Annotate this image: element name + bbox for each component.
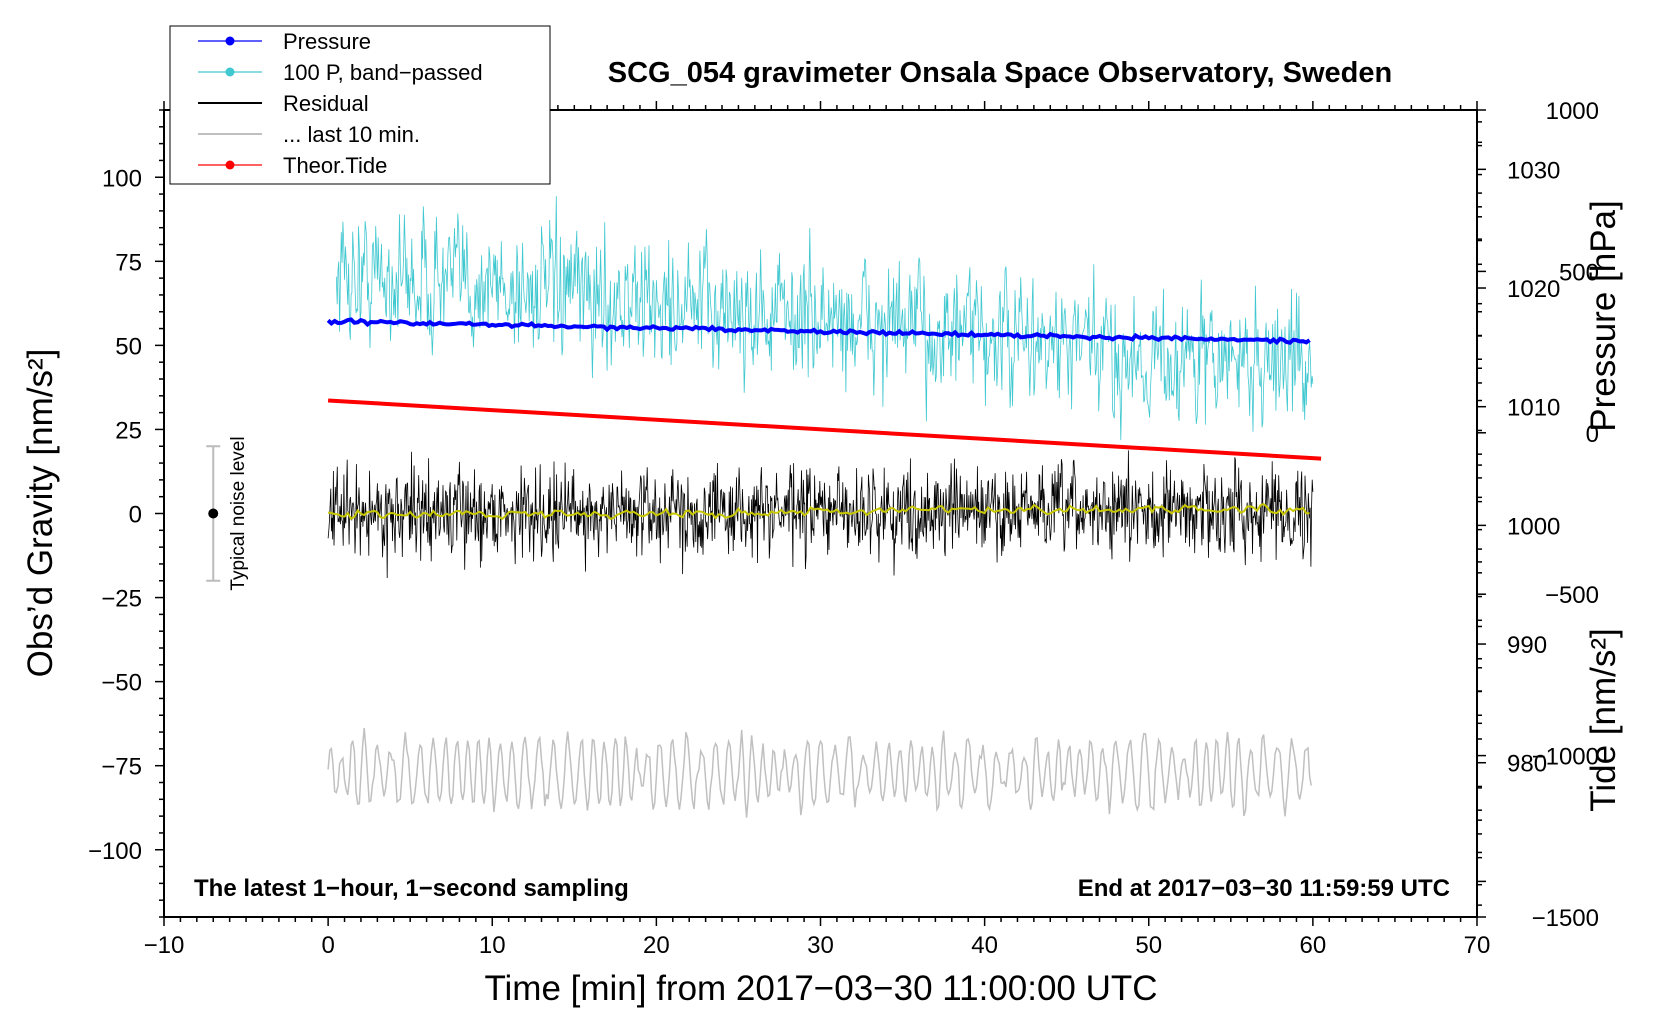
x-tick-label: 10: [479, 932, 506, 959]
y-axis-pressure: 1030 1020 1010 1000 990 980: [1477, 121, 1560, 906]
x-tick-label: 20: [643, 932, 670, 959]
noise-level-label: Typical noise level: [228, 436, 249, 590]
series-residual-smoothed: [328, 502, 1310, 521]
legend-label: 100 P, band−passed: [283, 60, 483, 85]
y-axis-tide: 1000 500 0 −500 −1000 −1500: [1477, 98, 1599, 932]
noise-level-marker: Typical noise level: [206, 436, 249, 591]
series-theoretical-tide: [327, 398, 1322, 461]
annotation-sampling: The latest 1−hour, 1−second sampling: [194, 875, 629, 902]
pressure-tick-label: 1030: [1507, 157, 1560, 184]
x-axis-label: Time [min] from 2017−03−30 11:00:00 UTC: [484, 969, 1157, 1008]
tide-tick-label: 1000: [1546, 98, 1599, 125]
x-tick-label: 40: [971, 932, 998, 959]
tide-tick-label: 0: [1586, 421, 1599, 448]
chart-title: SCG_054 gravimeter Onsala Space Observat…: [608, 57, 1392, 89]
y-tick-label: 75: [115, 249, 142, 276]
x-tick-label: 60: [1300, 932, 1327, 959]
legend-marker: [225, 36, 235, 46]
series-last-10-min: [327, 728, 1312, 818]
pressure-tick-label: 1000: [1507, 513, 1560, 540]
y-tick-label: −75: [101, 754, 142, 781]
legend: Pressure 100 P, band−passed Residual ... la…: [169, 25, 551, 185]
tide-tick-label: −500: [1545, 582, 1599, 609]
series-residual: [327, 450, 1314, 579]
x-tick-label: 0: [321, 932, 334, 959]
y-tick-label: 0: [129, 502, 142, 529]
legend-label: Residual: [283, 91, 369, 116]
legend-label: ... last 10 min.: [283, 122, 420, 147]
y-tick-label: 50: [115, 333, 142, 360]
series-layer: [326, 196, 1322, 818]
y-tick-label: −25: [101, 586, 142, 613]
legend-label: Theor.Tide: [283, 153, 387, 178]
legend-marker: [225, 160, 235, 170]
y-axis-label-pressure: Pressure [hPa]: [1584, 200, 1623, 432]
pressure-tick-label: 1010: [1507, 395, 1560, 422]
y-axis-gravity: 100 75 50 25 0 −25 −50 −75 −100: [88, 109, 164, 918]
legend-marker: [225, 67, 235, 77]
series-pressure: [326, 317, 1311, 346]
annotation-end-time: End at 2017−03−30 11:59:59 UTC: [1078, 875, 1450, 902]
x-tick-label: 50: [1135, 932, 1162, 959]
tide-tick-label: −1000: [1532, 744, 1599, 771]
x-tick-label: 30: [807, 932, 834, 959]
x-axis: −10 0 10 20 30 40 50 60 70: [144, 101, 1491, 959]
y-tick-label: −50: [101, 670, 142, 697]
pressure-tick-label: 990: [1507, 632, 1547, 659]
y-axis-label-gravity: Obs’d Gravity [nm/s²]: [21, 349, 60, 678]
x-tick-label: −10: [144, 932, 185, 959]
legend-label: Pressure: [283, 29, 371, 54]
legend-box: [169, 25, 551, 185]
noise-center-dot: [208, 508, 219, 519]
y-tick-label: 100: [102, 165, 142, 192]
y-tick-label: 25: [115, 417, 142, 444]
y-tick-label: −100: [88, 838, 142, 865]
tide-tick-label: −1500: [1532, 905, 1599, 932]
x-tick-label: 70: [1464, 932, 1491, 959]
pressure-tick-label: 1020: [1507, 276, 1560, 303]
pressure-tick-label: 980: [1507, 751, 1547, 778]
y-axis-label-tide: Tide [nm/s²]: [1584, 628, 1623, 811]
tide-tick-label: 500: [1559, 259, 1599, 286]
series-bandpassed-pressure: [335, 196, 1314, 441]
